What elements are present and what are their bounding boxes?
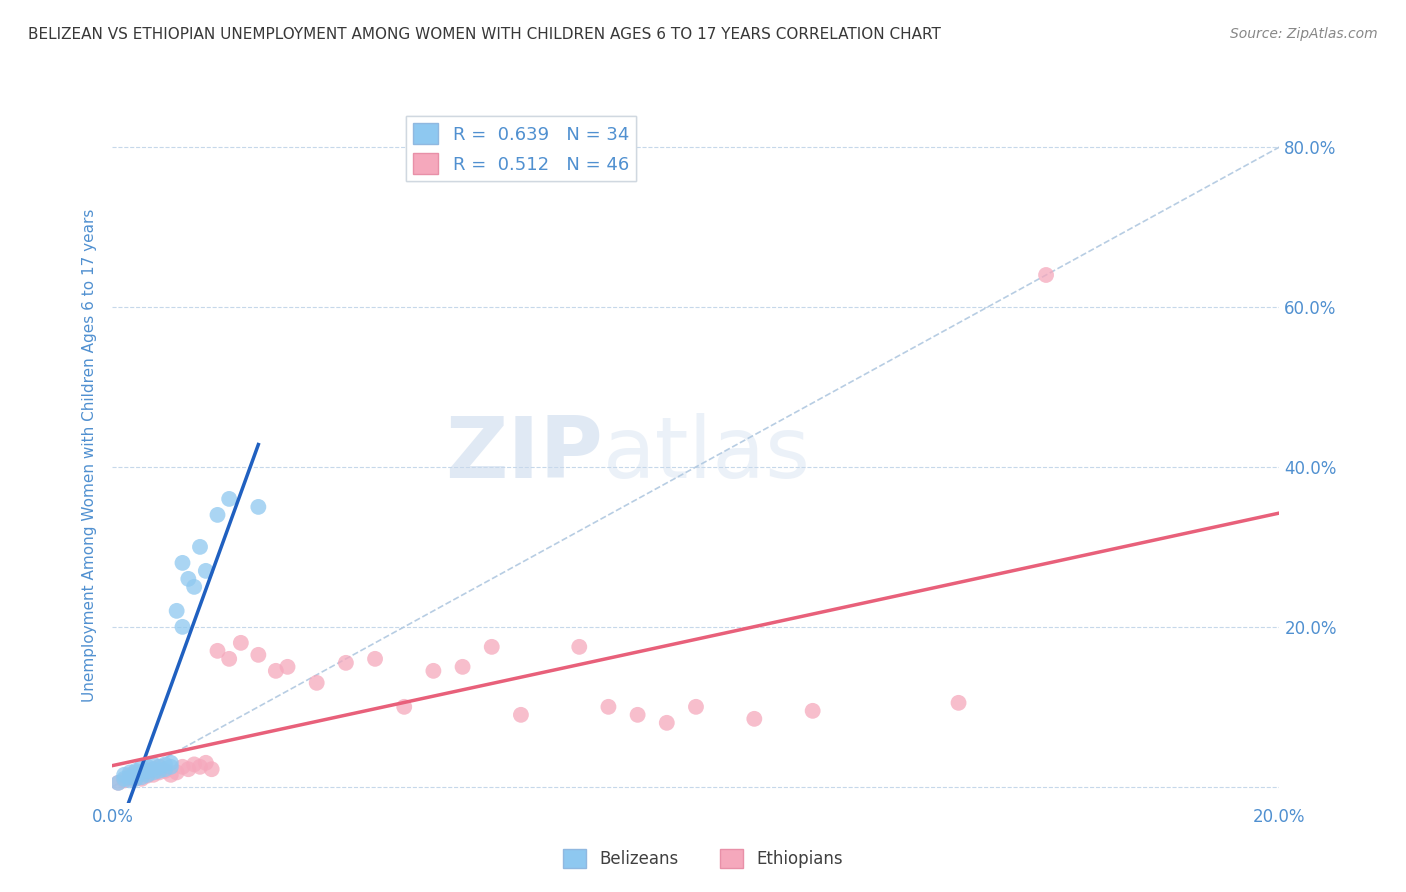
Point [148,765,170,780]
Text: ZIP: ZIP [444,413,603,497]
Point [142,762,165,776]
Point [422,664,444,678]
Point [142,757,165,772]
Point [218,652,240,666]
Point [112,772,135,786]
Point [305,676,328,690]
Point [177,762,200,776]
Point [188,760,211,774]
Point [148,764,170,778]
Point [153,762,176,776]
Point [655,715,678,730]
Point [131,767,153,781]
Point [742,712,765,726]
Point [112,773,135,788]
Point [172,760,194,774]
Point [335,656,357,670]
Legend: R =  0.639   N = 34, R =  0.512   N = 46: R = 0.639 N = 34, R = 0.512 N = 46 [406,116,636,181]
Point [131,765,153,780]
Point [172,556,194,570]
Point [218,491,240,506]
Point [118,765,141,780]
Point [160,768,183,782]
Point [125,772,148,786]
Point [207,644,229,658]
Point [183,757,205,772]
Point [166,604,188,618]
Point [142,765,165,780]
Point [118,768,141,782]
Point [183,580,205,594]
Point [172,620,194,634]
Point [801,704,824,718]
Point [194,564,217,578]
Point [247,500,270,514]
Point [160,756,183,770]
Point [177,572,200,586]
Point [1035,268,1057,282]
Point [118,772,141,786]
Point [194,756,217,770]
Point [136,764,159,778]
Point [142,768,165,782]
Point [229,636,252,650]
Point [118,770,141,784]
Point [948,696,970,710]
Point [685,699,707,714]
Text: BELIZEAN VS ETHIOPIAN UNEMPLOYMENT AMONG WOMEN WITH CHILDREN AGES 6 TO 17 YEARS : BELIZEAN VS ETHIOPIAN UNEMPLOYMENT AMONG… [28,27,941,42]
Point [364,652,387,666]
Point [107,776,129,790]
Point [125,764,148,778]
Point [131,770,153,784]
Point [148,760,170,774]
Point [160,760,183,774]
Point [131,772,153,786]
Legend: Belizeans, Ethiopians: Belizeans, Ethiopians [555,842,851,875]
Point [153,764,176,778]
Point [598,699,620,714]
Point [392,699,416,714]
Point [112,768,135,782]
Y-axis label: Unemployment Among Women with Children Ages 6 to 17 years: Unemployment Among Women with Children A… [82,208,97,702]
Point [107,776,129,790]
Point [188,540,211,554]
Text: Source: ZipAtlas.com: Source: ZipAtlas.com [1230,27,1378,41]
Point [247,648,270,662]
Point [626,707,648,722]
Point [166,765,188,780]
Point [125,768,148,782]
Text: atlas: atlas [603,413,811,497]
Point [481,640,503,654]
Point [118,773,141,788]
Point [136,769,159,783]
Point [207,508,229,522]
Point [568,640,591,654]
Point [136,768,159,782]
Point [125,770,148,784]
Point [125,765,148,780]
Point [131,760,153,774]
Point [136,760,159,774]
Point [509,707,531,722]
Point [153,757,176,772]
Point [136,764,159,778]
Point [142,762,165,776]
Point [148,760,170,774]
Point [276,660,298,674]
Point [451,660,474,674]
Point [201,762,224,776]
Point [264,664,287,678]
